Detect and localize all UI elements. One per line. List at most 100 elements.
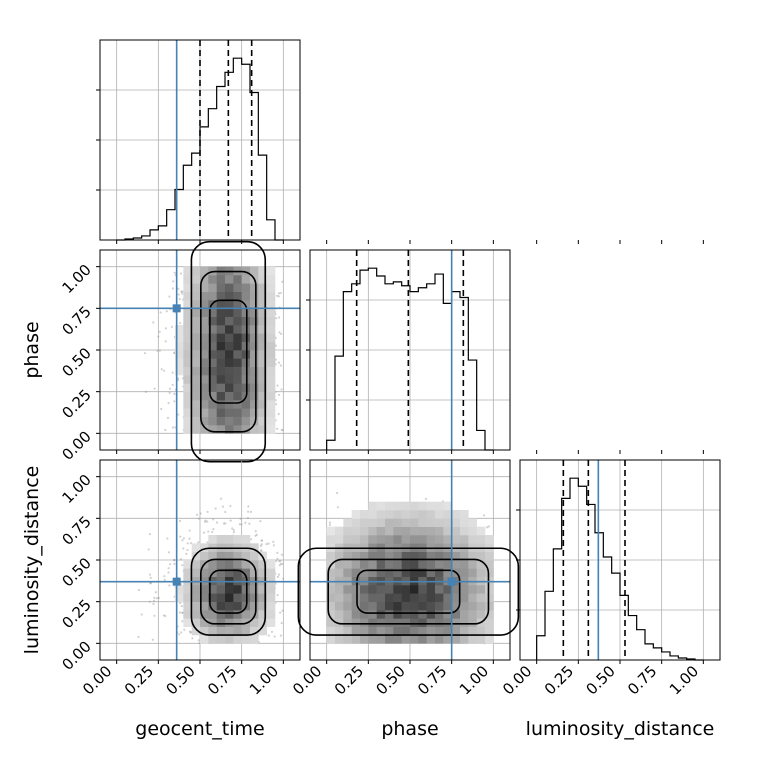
sample-point (281, 562, 284, 566)
density-cell (426, 593, 436, 602)
density-cell (266, 425, 276, 434)
density-cell (368, 501, 377, 511)
density-cell (266, 300, 276, 309)
density-cell (191, 266, 201, 276)
density-cell (250, 391, 259, 401)
density-cell (443, 535, 452, 544)
sample-point (182, 537, 186, 540)
density-cell (216, 300, 226, 309)
density-cell (241, 568, 251, 577)
sample-point (177, 293, 180, 296)
density-cell (183, 358, 192, 367)
density-cell (208, 626, 217, 636)
sample-point (140, 613, 143, 616)
sample-point (181, 620, 184, 623)
density-cell (376, 585, 386, 594)
sample-point (157, 335, 160, 338)
density-cell (250, 308, 259, 317)
density-cell (191, 626, 201, 636)
density-cell (468, 626, 477, 636)
density-cell (233, 375, 242, 384)
density-cell (393, 626, 402, 636)
density-cell (216, 375, 226, 384)
density-cell (258, 601, 267, 611)
density-cell (258, 275, 267, 284)
density-cell (460, 626, 469, 636)
density-cell (435, 635, 444, 644)
sample-point (158, 330, 161, 333)
density-cell (200, 610, 209, 619)
sample-point (229, 519, 232, 522)
density-cell (233, 425, 242, 434)
marginal-geocent_time (96, 40, 300, 241)
density-cell (258, 626, 267, 636)
density-cell (225, 610, 234, 619)
density-cell (385, 618, 394, 627)
sample-point (182, 547, 185, 550)
density-cell (200, 283, 209, 292)
sample-point (166, 416, 170, 419)
density-cell (476, 593, 486, 602)
y-tick-label: 0.25 (58, 386, 94, 422)
sample-point (158, 349, 161, 352)
density-cell (266, 266, 276, 276)
density-cell (426, 501, 436, 511)
density-cell (468, 560, 477, 569)
density-cell (250, 601, 259, 611)
density-cell (351, 568, 361, 577)
density-cell (385, 568, 394, 577)
density-cell (258, 325, 267, 334)
density-cell (216, 551, 226, 561)
density-cell (208, 425, 217, 434)
sample-point (249, 538, 253, 541)
density-cell (476, 610, 486, 619)
density-cell (250, 618, 259, 627)
density-cell (443, 560, 452, 569)
density-cell (183, 408, 192, 417)
density-cell (216, 535, 226, 544)
density-cell (233, 275, 242, 284)
density-cell (426, 618, 436, 627)
sample-point (280, 553, 284, 556)
density-cell (426, 635, 436, 644)
sample-point (148, 600, 151, 603)
density-cell (225, 375, 234, 384)
sample-point (270, 630, 274, 633)
density-cell (266, 283, 276, 292)
density-cell (443, 593, 452, 602)
sample-point (255, 533, 258, 536)
density-cell (393, 560, 402, 569)
density-cell (476, 560, 486, 569)
density-cell (200, 275, 209, 284)
density-cell (343, 626, 352, 636)
density-cell (410, 501, 419, 511)
density-cell (418, 585, 427, 594)
density-cell (401, 518, 411, 527)
density-cell (393, 635, 402, 644)
density-cell (241, 635, 251, 644)
density-cell (200, 593, 209, 602)
density-cell (360, 568, 369, 577)
density-cell (225, 408, 234, 417)
density-cell (460, 518, 469, 527)
density-cell (360, 610, 369, 619)
density-cell (233, 601, 242, 611)
sample-point (153, 614, 156, 617)
density-cell (250, 358, 259, 367)
density-cell (208, 375, 217, 384)
sample-point (279, 559, 282, 563)
contour-line (200, 270, 257, 433)
density-cell (183, 333, 192, 342)
x-tick-label: 1.00 (246, 662, 282, 698)
sample-point (281, 609, 284, 612)
sample-point (274, 358, 278, 361)
density-cell (360, 635, 369, 644)
density-cell (410, 626, 419, 636)
sample-point (177, 413, 180, 416)
density-cell (460, 593, 469, 602)
density-cell (225, 416, 234, 426)
density-cell (250, 375, 259, 384)
density-cell (250, 316, 259, 326)
density-cell (435, 510, 444, 519)
